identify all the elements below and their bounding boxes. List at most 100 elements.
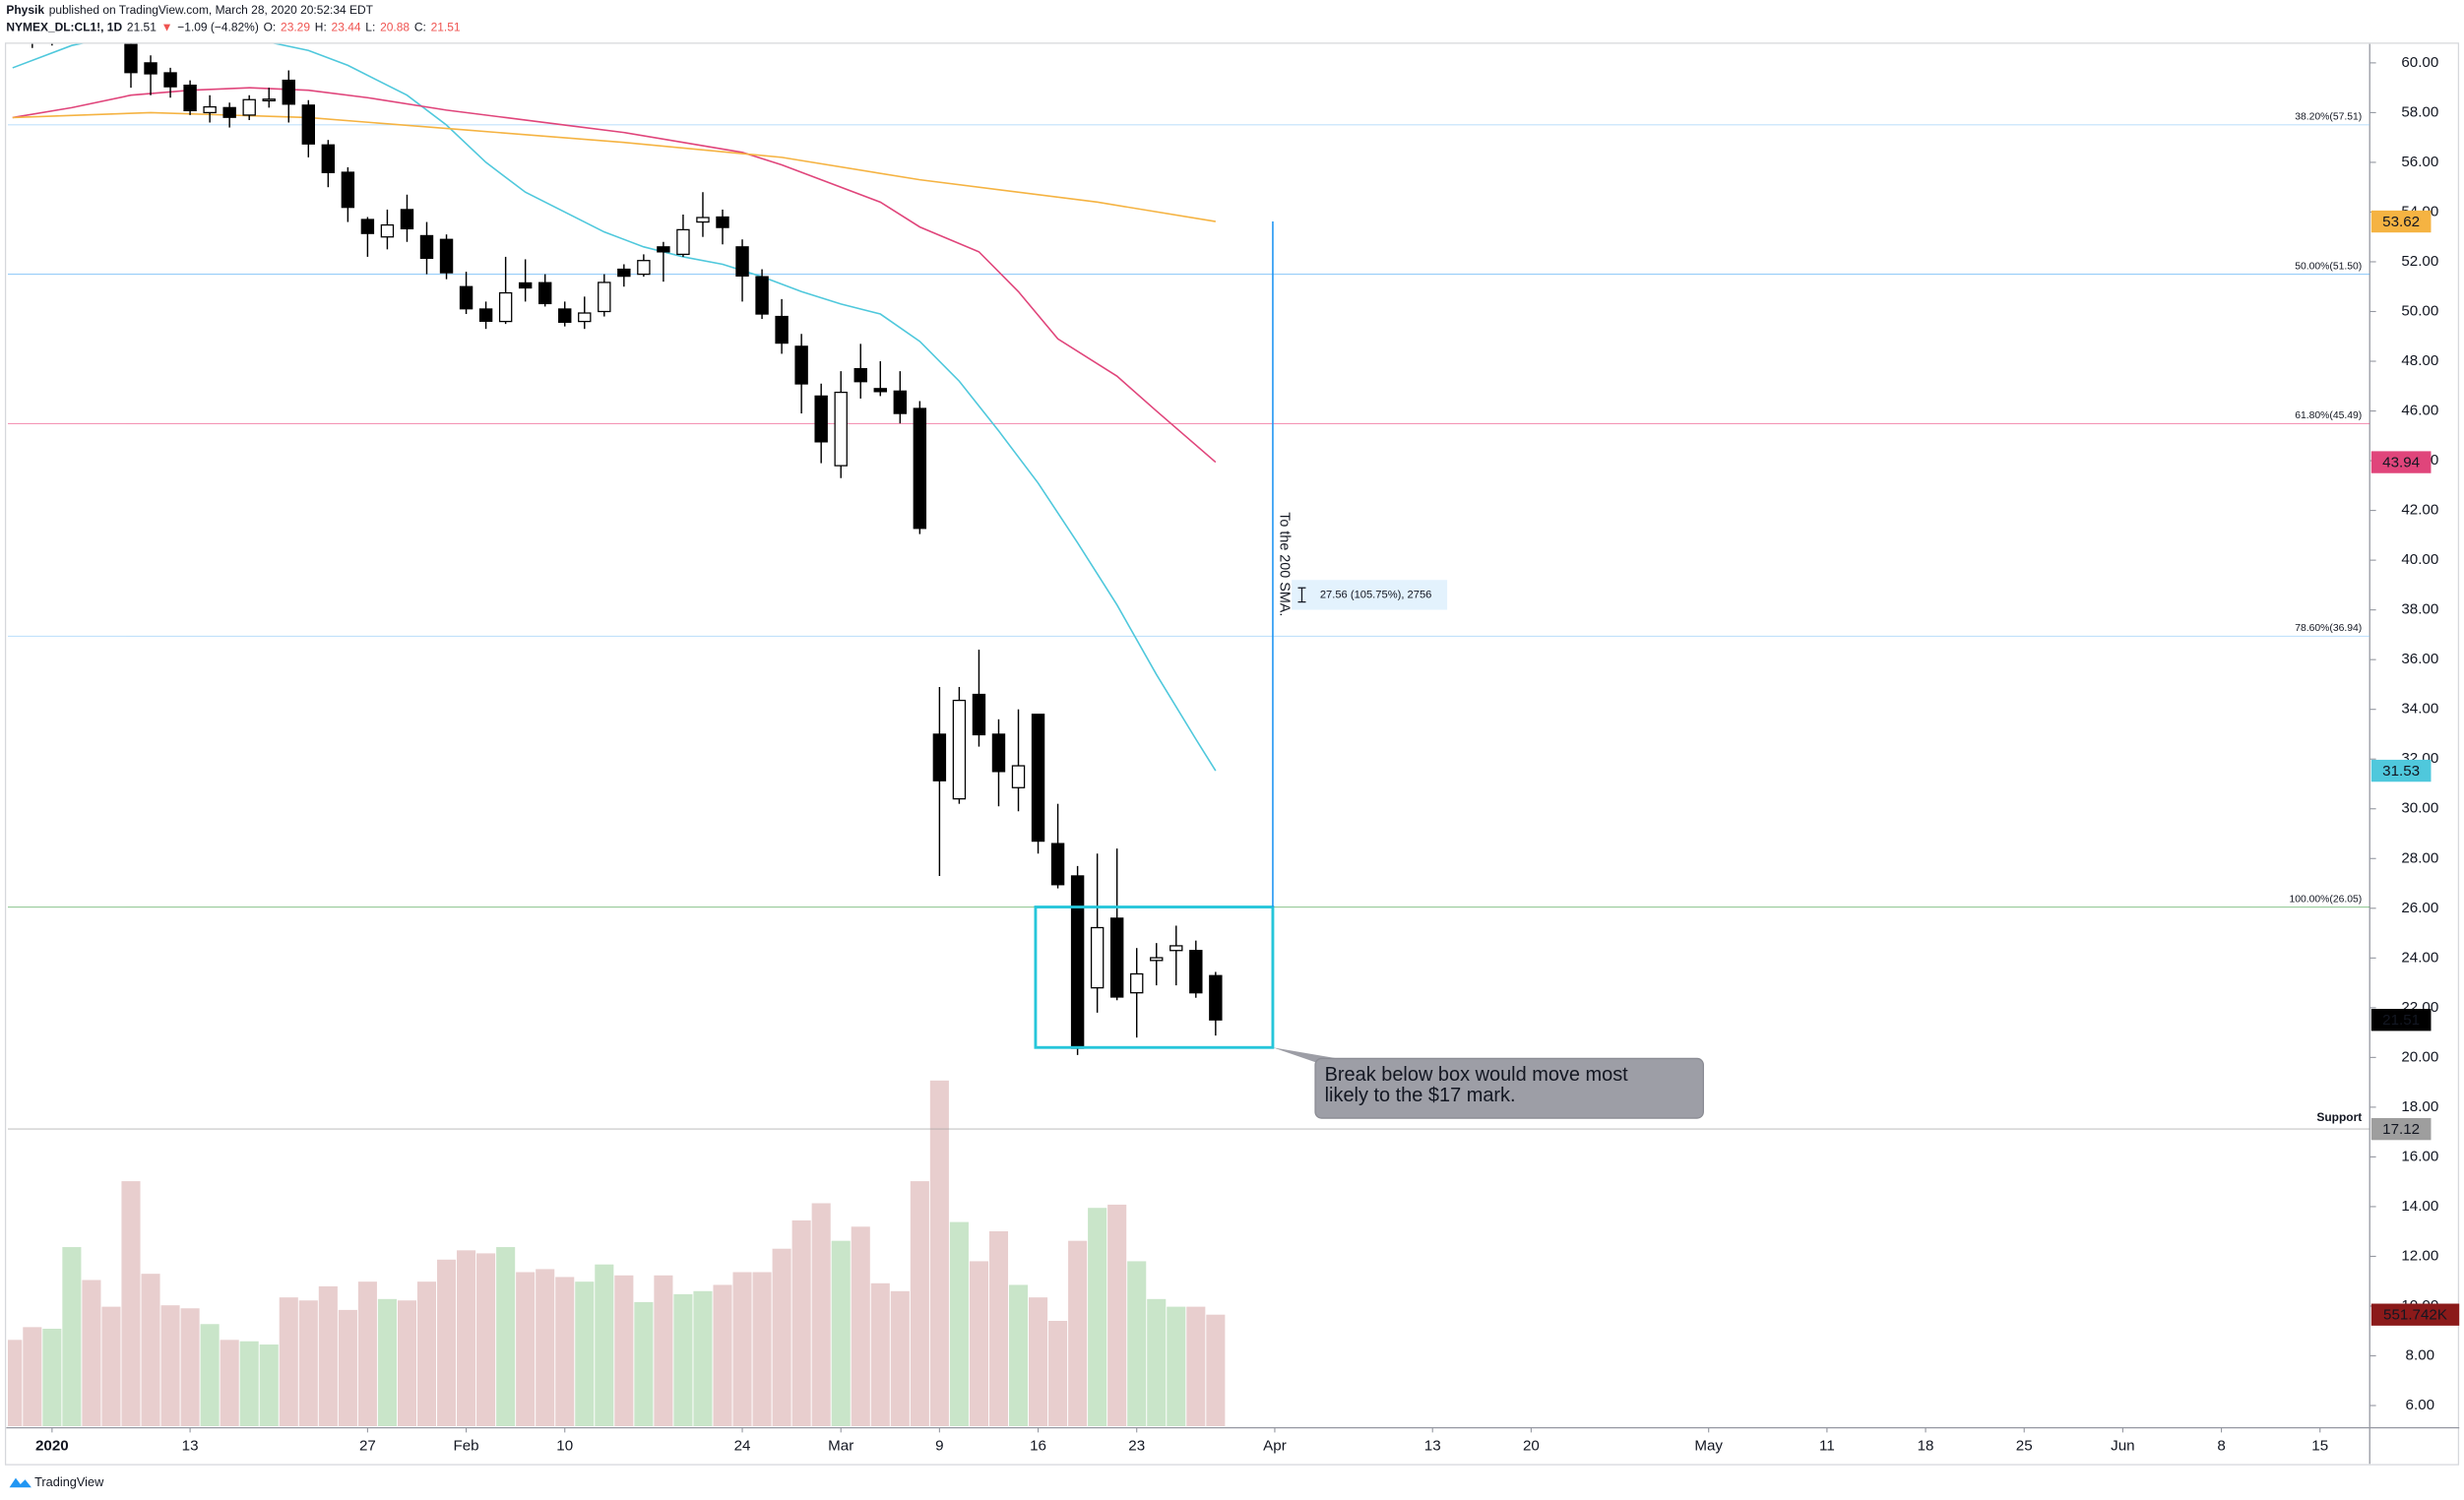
- candle-body: [360, 219, 375, 234]
- volume-bar: [42, 1329, 62, 1426]
- x-tick-label: Mar: [828, 1438, 853, 1455]
- fib-label: 100.00%(26.05): [2289, 894, 2362, 905]
- candle-body: [321, 144, 336, 173]
- quote-part: O:: [264, 21, 277, 34]
- candle-body: [537, 281, 552, 305]
- candle-body: [222, 106, 236, 118]
- support-label: Support: [2316, 1110, 2362, 1124]
- volume-bar: [772, 1248, 791, 1426]
- candle-body: [341, 171, 355, 209]
- measure-note: To the 200 SMA.: [1276, 512, 1292, 616]
- author: Physik: [6, 3, 44, 17]
- x-tick-label: 25: [2016, 1438, 2033, 1455]
- y-tick-label: 24.00: [2401, 949, 2438, 966]
- volume-bar: [1088, 1208, 1107, 1426]
- volume-bar: [298, 1300, 318, 1426]
- volume-bar: [555, 1277, 575, 1426]
- quote-part: ▼: [161, 21, 173, 34]
- candle-body: [814, 395, 828, 443]
- volume-bar: [732, 1272, 752, 1426]
- volume-bar: [1206, 1314, 1226, 1426]
- volume-bar: [752, 1272, 772, 1426]
- candle-body: [972, 693, 986, 736]
- x-tick-label: 20: [1523, 1438, 1540, 1455]
- x-tick-label: 16: [1030, 1438, 1046, 1455]
- candle-body: [1150, 957, 1164, 962]
- volume-bar: [693, 1290, 713, 1426]
- x-tick-label: 27: [359, 1438, 376, 1455]
- candle-body: [716, 216, 729, 228]
- volume-bar: [536, 1269, 555, 1426]
- support-tag: 17.12: [2382, 1121, 2420, 1138]
- x-tick-label: Jun: [2111, 1438, 2134, 1455]
- candle-body: [952, 699, 967, 800]
- y-tick-label: 18.00: [2401, 1098, 2438, 1115]
- volume-bar: [1127, 1261, 1147, 1426]
- candle-body: [1209, 974, 1223, 1021]
- volume-bar: [910, 1181, 929, 1426]
- volume-bar: [318, 1285, 338, 1426]
- x-tick-label: 13: [182, 1438, 199, 1455]
- volume-bar: [200, 1324, 220, 1426]
- x-tick-label: 2020: [35, 1438, 69, 1455]
- volume-bar: [1008, 1284, 1029, 1426]
- candle-body: [598, 281, 611, 313]
- volume-bar: [377, 1298, 397, 1426]
- frame: [4, 42, 2460, 1466]
- support-tag-bg: [2370, 1117, 2432, 1141]
- quote-part: 23.44: [332, 21, 361, 34]
- volume-bar: [1147, 1298, 1167, 1426]
- volume-bar: [23, 1327, 42, 1426]
- y-tick-label: 14.00: [2401, 1198, 2438, 1215]
- fib-label: 38.20%(57.51): [2295, 112, 2362, 123]
- volume-tag-bg: [2370, 1303, 2460, 1326]
- ma-tag: 53.62: [2382, 214, 2420, 230]
- volume-bar: [180, 1308, 200, 1426]
- volume-bar: [259, 1344, 279, 1426]
- candle-body: [282, 79, 295, 105]
- volume-bar: [516, 1272, 536, 1426]
- volume-bar: [949, 1221, 969, 1426]
- candle-body: [1090, 926, 1105, 989]
- y-tick-label: 52.00: [2401, 253, 2438, 270]
- x-tick-label: 18: [1918, 1438, 1934, 1455]
- volume-bar: [436, 1259, 457, 1426]
- moving-average: [12, 111, 1216, 222]
- volume-bar: [357, 1281, 377, 1426]
- candle-body: [991, 733, 1006, 773]
- y-tick-label: 38.00: [2401, 601, 2438, 618]
- y-tick-label: 34.00: [2401, 701, 2438, 718]
- candle-body: [755, 276, 769, 315]
- volume-bar: [141, 1274, 160, 1426]
- volume-bar: [160, 1305, 180, 1426]
- y-tick-label: 6.00: [2406, 1397, 2435, 1413]
- volume-bar: [831, 1240, 851, 1426]
- candle-body: [262, 98, 276, 101]
- last-price-tag-bg: [2370, 1009, 2432, 1031]
- candle-body: [1050, 843, 1065, 886]
- quote-part: 21.51: [431, 21, 461, 34]
- candle-body: [676, 228, 690, 256]
- y-tick-label: 16.00: [2401, 1148, 2438, 1164]
- volume-bar: [239, 1341, 259, 1426]
- volume-bar: [890, 1290, 910, 1426]
- y-tick-label: 26.00: [2401, 900, 2438, 916]
- candle-body: [400, 209, 414, 230]
- x-tick-label: 13: [1424, 1438, 1441, 1455]
- brand: TradingView: [34, 1474, 104, 1489]
- volume-bar: [595, 1264, 614, 1426]
- published: published on TradingView.com, March 28, …: [49, 3, 374, 17]
- range-box: [1034, 906, 1275, 1049]
- quote-part: 23.29: [281, 21, 310, 34]
- y-tick-label: 40.00: [2401, 551, 2438, 568]
- volume-bar: [713, 1284, 732, 1426]
- volume-bar: [1186, 1306, 1206, 1426]
- quote-part: NYMEX_DL:CL1!, 1D: [6, 21, 122, 34]
- callout-text: likely to the $17 mark.: [1325, 1085, 1516, 1106]
- candle-body: [498, 291, 513, 323]
- candle-body: [439, 238, 454, 274]
- quote-part: C:: [414, 21, 426, 34]
- measure-icon: [1297, 587, 1306, 603]
